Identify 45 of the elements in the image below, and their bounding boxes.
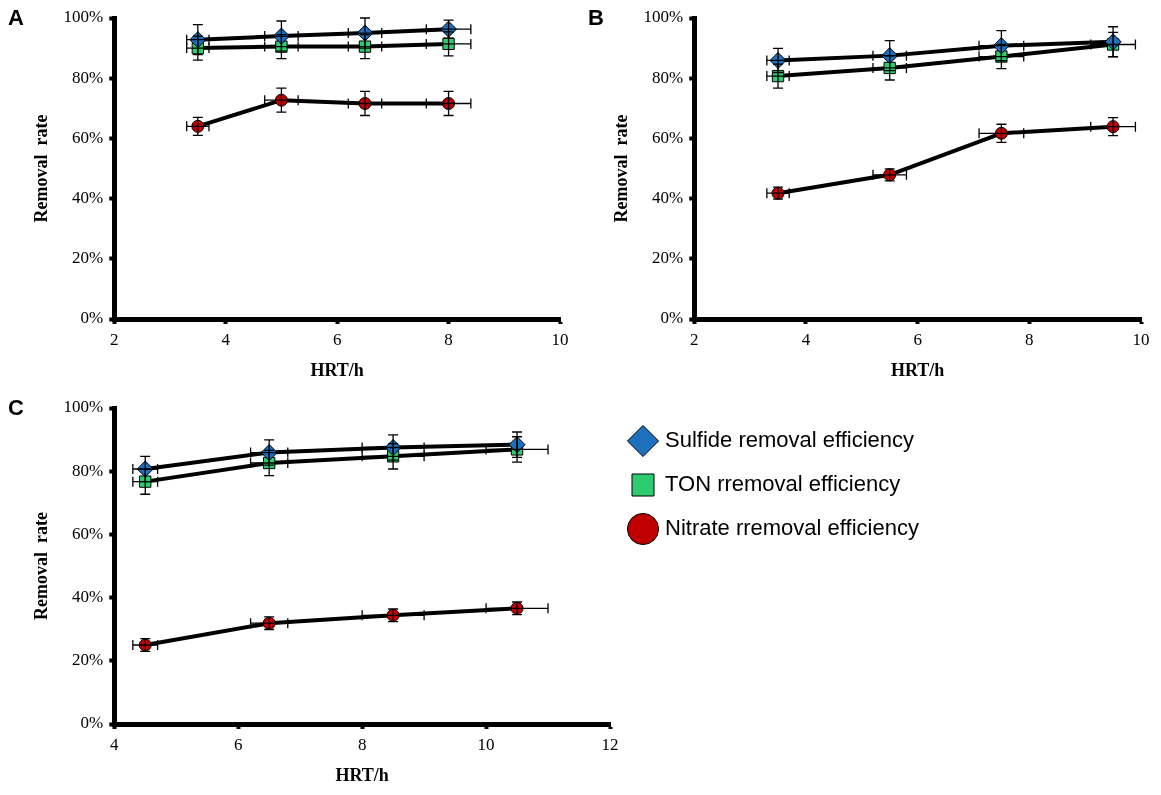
y-tick-label: 0%	[80, 308, 104, 328]
x-tick-label: 12	[601, 734, 619, 754]
y-tick-label: 100%	[63, 7, 104, 27]
y-tick-label: 40%	[652, 188, 684, 208]
x-tick-label: 10	[1132, 329, 1150, 349]
y-tick-label: 80%	[72, 460, 104, 480]
x-tick-label: 10	[477, 734, 495, 754]
x-tick-label: 8	[1025, 329, 1034, 349]
y-tick-label: 0%	[660, 308, 684, 328]
chart-title: C	[8, 395, 24, 421]
x-tick-label: 2	[110, 329, 119, 349]
y-tick-label: 60%	[72, 523, 104, 543]
y-tick-label: 20%	[652, 248, 684, 268]
y-axis-title: Removal rate	[31, 512, 52, 620]
x-axis-title: HRT/h	[335, 764, 389, 785]
y-tick-label: 40%	[72, 188, 104, 208]
x-tick-label: 2	[690, 329, 699, 349]
y-tick-label: 80%	[652, 67, 684, 87]
chart-title: B	[588, 5, 604, 31]
y-axis-title: Removal rate	[31, 114, 52, 223]
y-tick-label: 0%	[80, 713, 104, 733]
x-tick-label: 6	[233, 734, 243, 754]
y-axis-title: Removal rate	[611, 114, 632, 223]
x-tick-label: 4	[221, 329, 231, 349]
y-tick-label: 40%	[72, 587, 104, 607]
legend-label: Nitrate rremoval efficiency	[665, 515, 919, 541]
x-axis-title: HRT/h	[890, 359, 945, 380]
y-tick-label: 60%	[72, 127, 104, 147]
x-tick-label: 4	[110, 734, 120, 754]
y-tick-label: 20%	[72, 650, 104, 670]
x-tick-label: 10	[551, 329, 569, 349]
x-tick-label: 6	[332, 329, 342, 349]
chart-title: A	[8, 5, 24, 31]
legend-label: TON rremoval efficiency	[665, 471, 901, 497]
y-tick-label: 20%	[72, 248, 104, 268]
x-tick-label: 8	[444, 329, 453, 349]
x-tick-label: 4	[801, 329, 811, 349]
y-tick-label: 100%	[643, 7, 684, 27]
x-tick-label: 6	[913, 329, 922, 349]
legend-label: Sulfide removal efficiency	[665, 427, 915, 453]
y-tick-label: 80%	[72, 67, 104, 87]
y-tick-label: 60%	[652, 127, 684, 147]
x-tick-label: 8	[357, 734, 367, 754]
x-axis-title: HRT/h	[310, 359, 364, 380]
y-tick-label: 100%	[63, 397, 104, 417]
